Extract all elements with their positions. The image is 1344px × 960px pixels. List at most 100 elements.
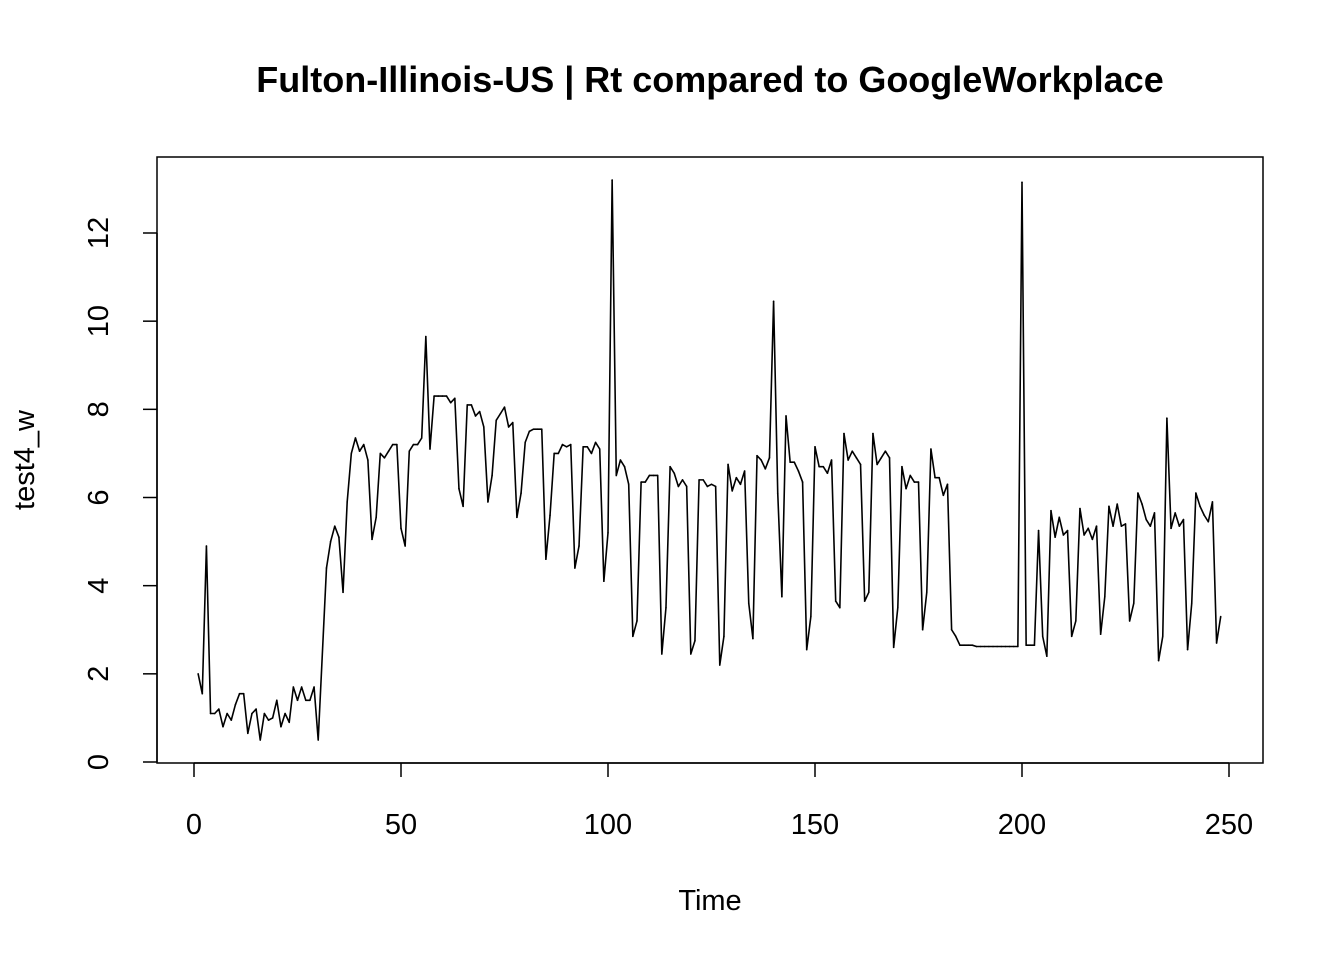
data-point-202 bbox=[1037, 529, 1040, 532]
data-point-80 bbox=[532, 428, 535, 430]
data-point-115 bbox=[677, 485, 680, 488]
data-point-124 bbox=[714, 485, 717, 488]
data-point-235 bbox=[1174, 512, 1176, 514]
data-point-47 bbox=[396, 443, 398, 446]
data-point-147 bbox=[810, 615, 812, 618]
data-point-177 bbox=[934, 476, 936, 479]
data-point-6 bbox=[222, 725, 224, 728]
data-point-40 bbox=[367, 459, 369, 461]
data-point-163 bbox=[876, 463, 878, 466]
data-point-8 bbox=[230, 719, 233, 721]
data-point-43 bbox=[379, 452, 382, 455]
data-point-174 bbox=[921, 628, 924, 631]
data-point-198 bbox=[1021, 181, 1023, 184]
data-point-152 bbox=[830, 459, 833, 461]
data-point-206 bbox=[1054, 536, 1056, 538]
data-point-140 bbox=[781, 595, 783, 598]
data-point-16 bbox=[263, 712, 266, 715]
data-point-76 bbox=[516, 516, 518, 519]
data-point-49 bbox=[404, 545, 406, 547]
x-tick-label-250: 250 bbox=[1205, 809, 1253, 841]
data-point-96 bbox=[598, 448, 601, 450]
data-point-148 bbox=[814, 446, 816, 448]
data-point-172 bbox=[913, 481, 916, 483]
y-tick-label-0: 0 bbox=[83, 754, 115, 770]
data-point-137 bbox=[768, 457, 771, 459]
data-point-175 bbox=[925, 591, 928, 594]
data-point-71 bbox=[495, 419, 498, 422]
data-point-233 bbox=[1166, 417, 1168, 419]
data-point-196 bbox=[1012, 645, 1015, 648]
data-point-176 bbox=[930, 448, 932, 450]
data-point-204 bbox=[1046, 655, 1048, 657]
data-point-63 bbox=[462, 505, 464, 508]
data-point-195 bbox=[1008, 645, 1011, 648]
data-point-197 bbox=[1017, 645, 1019, 648]
data-point-108 bbox=[648, 474, 651, 477]
data-point-146 bbox=[805, 648, 808, 651]
data-point-222 bbox=[1120, 525, 1123, 527]
data-point-27 bbox=[309, 699, 311, 702]
data-point-136 bbox=[764, 468, 767, 470]
data-point-19 bbox=[276, 699, 278, 702]
data-point-65 bbox=[470, 404, 473, 406]
data-point-220 bbox=[1112, 525, 1114, 527]
data-point-38 bbox=[358, 450, 361, 453]
data-point-226 bbox=[1137, 492, 1139, 494]
data-point-169 bbox=[901, 465, 903, 468]
data-point-232 bbox=[1161, 635, 1164, 638]
data-point-46 bbox=[391, 443, 394, 446]
x-tick-label-0: 0 bbox=[186, 809, 202, 841]
data-point-53 bbox=[420, 437, 423, 439]
data-point-215 bbox=[1091, 538, 1094, 541]
data-point-221 bbox=[1116, 503, 1119, 505]
data-point-94 bbox=[590, 452, 593, 455]
data-point-68 bbox=[483, 426, 485, 428]
data-point-107 bbox=[644, 481, 647, 483]
data-point-149 bbox=[818, 465, 820, 468]
data-point-1 bbox=[201, 692, 204, 695]
data-point-44 bbox=[383, 457, 386, 459]
data-point-139 bbox=[776, 492, 779, 494]
data-point-171 bbox=[909, 474, 912, 477]
data-point-145 bbox=[801, 481, 804, 483]
x-axis-label: Time bbox=[678, 885, 741, 917]
data-point-66 bbox=[474, 415, 477, 417]
data-point-23 bbox=[292, 686, 295, 688]
data-point-142 bbox=[789, 461, 791, 464]
data-point-30 bbox=[325, 567, 328, 569]
data-point-238 bbox=[1186, 648, 1189, 651]
data-point-50 bbox=[408, 450, 411, 453]
data-point-25 bbox=[300, 686, 303, 688]
data-point-55 bbox=[429, 448, 431, 450]
data-point-42 bbox=[375, 516, 377, 519]
data-point-240 bbox=[1195, 492, 1197, 494]
data-point-51 bbox=[412, 443, 415, 446]
data-point-239 bbox=[1190, 602, 1193, 605]
data-point-242 bbox=[1203, 514, 1205, 516]
data-point-10 bbox=[238, 692, 241, 695]
data-point-31 bbox=[329, 540, 332, 543]
data-point-112 bbox=[665, 606, 667, 609]
data-point-92 bbox=[582, 446, 584, 448]
data-point-166 bbox=[888, 457, 891, 459]
data-point-12 bbox=[247, 732, 249, 735]
data-point-126 bbox=[723, 635, 725, 638]
data-point-18 bbox=[271, 717, 274, 719]
data-point-246 bbox=[1219, 615, 1222, 618]
data-point-209 bbox=[1066, 529, 1069, 532]
data-point-9 bbox=[234, 703, 237, 706]
data-point-122 bbox=[706, 485, 709, 488]
data-point-153 bbox=[834, 600, 837, 602]
data-point-128 bbox=[731, 490, 733, 492]
data-point-144 bbox=[797, 470, 800, 472]
data-point-121 bbox=[702, 479, 705, 481]
data-point-11 bbox=[242, 692, 245, 695]
data-point-45 bbox=[387, 450, 390, 453]
data-point-216 bbox=[1095, 525, 1098, 527]
data-point-182 bbox=[954, 635, 957, 638]
y-tick-label-2: 2 bbox=[83, 666, 115, 682]
data-point-237 bbox=[1182, 518, 1185, 521]
data-point-102 bbox=[623, 465, 626, 468]
data-point-141 bbox=[785, 415, 787, 417]
